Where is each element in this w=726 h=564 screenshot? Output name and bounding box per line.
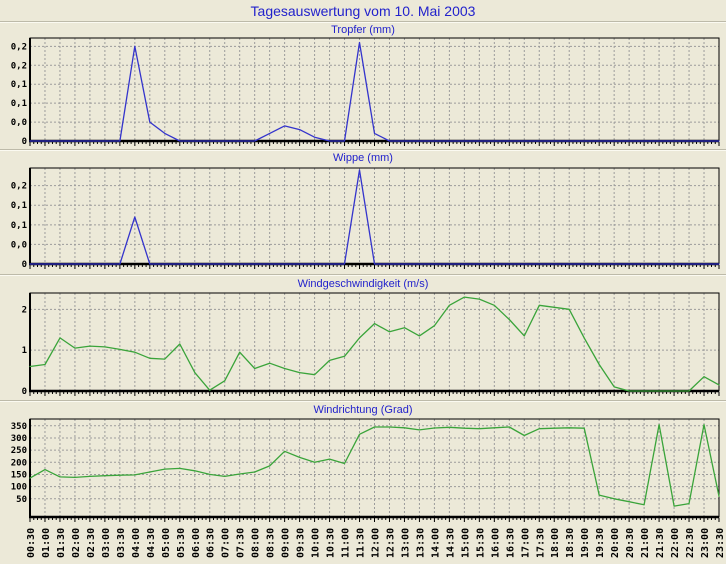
- svg-text:250: 250: [11, 446, 27, 456]
- svg-text:23:00: 23:00: [700, 528, 711, 558]
- chart-title-wippe: Wippe (mm): [333, 152, 393, 164]
- svg-text:01:00: 01:00: [41, 528, 52, 558]
- svg-text:0,2: 0,2: [11, 182, 27, 192]
- separator-line: [0, 400, 726, 402]
- svg-text:07:00: 07:00: [221, 528, 232, 558]
- svg-text:12:00: 12:00: [371, 528, 382, 558]
- svg-text:0,2: 0,2: [11, 61, 27, 71]
- svg-text:15:30: 15:30: [475, 528, 486, 558]
- svg-text:20:00: 20:00: [610, 528, 621, 558]
- svg-text:100: 100: [11, 483, 27, 493]
- svg-text:06:00: 06:00: [191, 528, 202, 558]
- svg-text:0,1: 0,1: [11, 221, 27, 231]
- svg-text:15:00: 15:00: [460, 528, 471, 558]
- svg-text:11:00: 11:00: [341, 528, 352, 558]
- svg-text:50: 50: [16, 495, 27, 505]
- svg-text:0: 0: [22, 137, 27, 147]
- svg-text:22:00: 22:00: [670, 528, 681, 558]
- svg-text:0,0: 0,0: [11, 118, 27, 128]
- svg-text:02:30: 02:30: [86, 528, 97, 558]
- svg-text:18:00: 18:00: [550, 528, 561, 558]
- svg-text:01:30: 01:30: [56, 528, 67, 558]
- svg-text:23:30: 23:30: [715, 528, 726, 558]
- svg-text:03:00: 03:00: [101, 528, 112, 558]
- svg-text:200: 200: [11, 458, 27, 468]
- svg-text:19:30: 19:30: [595, 528, 606, 558]
- svg-text:0,1: 0,1: [11, 99, 27, 109]
- svg-text:17:00: 17:00: [520, 528, 531, 558]
- separator-line: [0, 21, 726, 23]
- svg-text:0,1: 0,1: [11, 80, 27, 90]
- chart-title-windrichtung: Windrichtung (Grad): [313, 404, 413, 416]
- svg-text:06:30: 06:30: [206, 528, 217, 558]
- svg-text:2: 2: [22, 305, 27, 315]
- windgeschwindigkeit-plot: 2 1 0: [22, 292, 720, 397]
- svg-text:03:30: 03:30: [116, 528, 127, 558]
- chart-title-windgeschwindigkeit: Windgeschwindigkeit (m/s): [297, 278, 429, 290]
- svg-text:09:00: 09:00: [281, 528, 292, 558]
- svg-text:0,2: 0,2: [11, 42, 27, 52]
- svg-text:11:30: 11:30: [356, 528, 367, 558]
- svg-text:300: 300: [11, 434, 27, 444]
- svg-text:16:00: 16:00: [490, 528, 501, 558]
- wippe-plot: 0,2 0,1 0,1 0,0 0: [11, 167, 720, 270]
- svg-text:21:30: 21:30: [655, 528, 666, 558]
- x-axis-labels: 00:30 01:00 01:30 02:00 02:30 03:00 03:30 04:00…: [26, 528, 726, 558]
- svg-text:08:00: 08:00: [251, 528, 262, 558]
- svg-text:13:30: 13:30: [415, 528, 426, 558]
- svg-text:12:30: 12:30: [385, 528, 396, 558]
- windrichtung-plot: 350 300 250 200 150 100 50: [11, 418, 720, 522]
- svg-text:0: 0: [22, 260, 27, 270]
- svg-text:00:30: 00:30: [26, 528, 37, 558]
- svg-text:17:30: 17:30: [535, 528, 546, 558]
- svg-text:14:00: 14:00: [430, 528, 441, 558]
- svg-text:0,1: 0,1: [11, 201, 27, 211]
- chart-title-tropfer: Tropfer (mm): [331, 24, 395, 36]
- tropfer-plot: 0,2 0,2 0,1 0,1 0,0 0: [11, 37, 720, 147]
- svg-text:20:30: 20:30: [625, 528, 636, 558]
- svg-text:10:30: 10:30: [326, 528, 337, 558]
- svg-text:05:30: 05:30: [176, 528, 187, 558]
- separator-line: [0, 149, 726, 151]
- svg-text:10:00: 10:00: [311, 528, 322, 558]
- svg-text:19:00: 19:00: [580, 528, 591, 558]
- svg-text:350: 350: [11, 422, 27, 432]
- separator-line: [0, 274, 726, 276]
- svg-text:0,0: 0,0: [11, 240, 27, 250]
- svg-text:04:30: 04:30: [146, 528, 157, 558]
- svg-text:21:00: 21:00: [640, 528, 651, 558]
- svg-text:16:30: 16:30: [505, 528, 516, 558]
- svg-text:05:00: 05:00: [161, 528, 172, 558]
- svg-text:04:00: 04:00: [131, 528, 142, 558]
- svg-text:02:00: 02:00: [71, 528, 82, 558]
- page-title: Tagesauswertung vom 10. Mai 2003: [250, 3, 476, 19]
- svg-text:0: 0: [22, 387, 27, 397]
- svg-text:14:30: 14:30: [445, 528, 456, 558]
- svg-text:13:00: 13:00: [400, 528, 411, 558]
- svg-text:07:30: 07:30: [236, 528, 247, 558]
- svg-text:150: 150: [11, 470, 27, 480]
- svg-text:08:30: 08:30: [266, 528, 277, 558]
- svg-text:22:30: 22:30: [685, 528, 696, 558]
- svg-text:09:30: 09:30: [296, 528, 307, 558]
- svg-text:1: 1: [22, 346, 27, 356]
- svg-text:18:30: 18:30: [565, 528, 576, 558]
